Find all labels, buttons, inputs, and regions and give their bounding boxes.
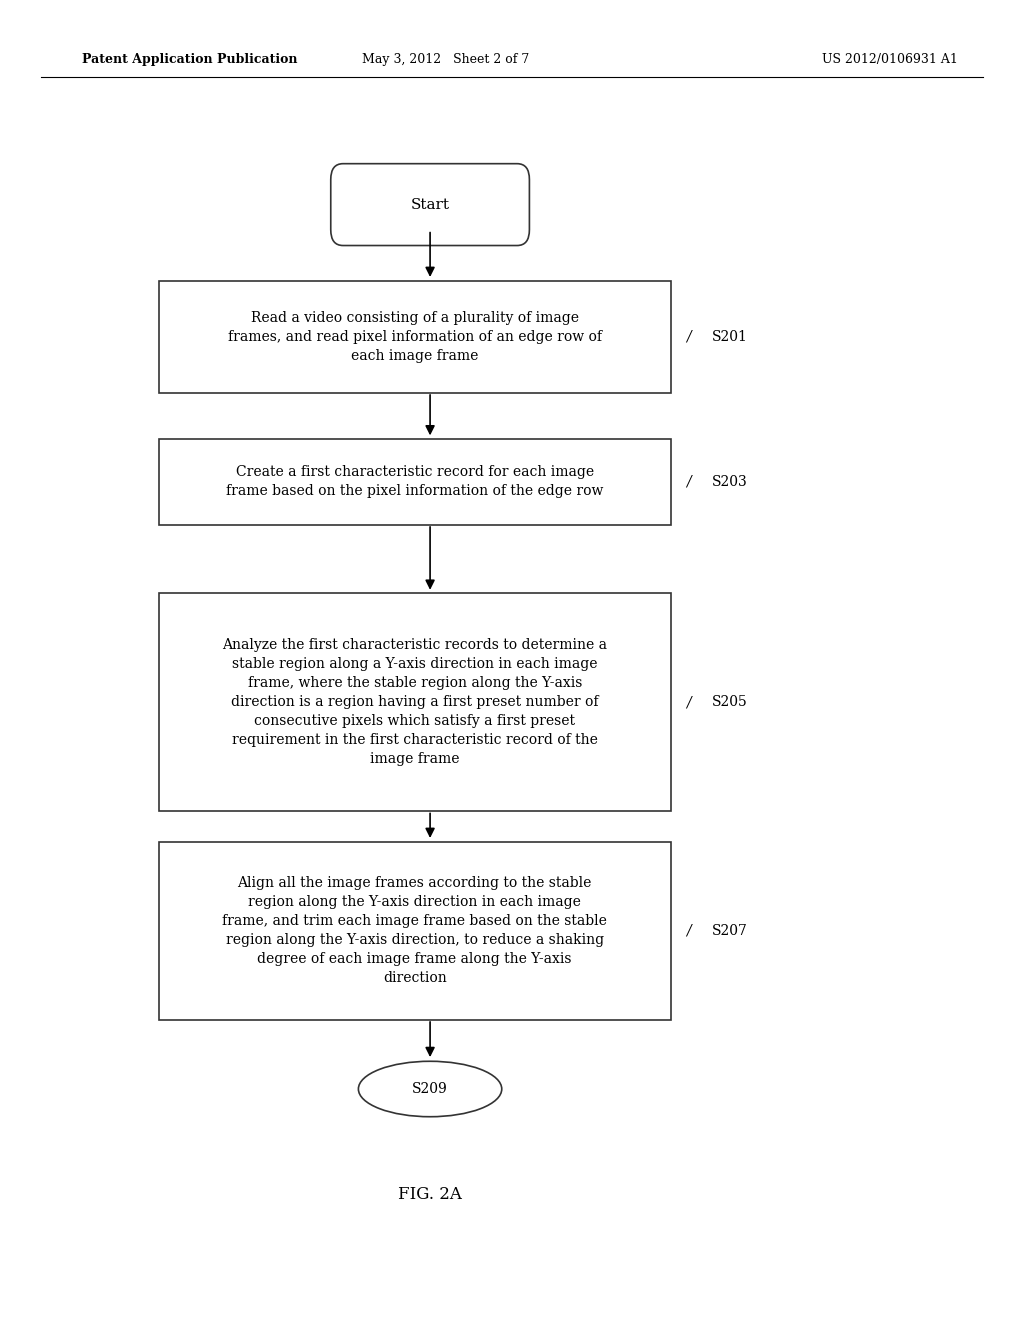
FancyBboxPatch shape bbox=[159, 281, 671, 393]
FancyBboxPatch shape bbox=[159, 438, 671, 524]
Text: /: / bbox=[686, 696, 691, 709]
Text: May 3, 2012   Sheet 2 of 7: May 3, 2012 Sheet 2 of 7 bbox=[361, 53, 529, 66]
FancyBboxPatch shape bbox=[159, 594, 671, 810]
Text: Align all the image frames according to the stable
region along the Y-axis direc: Align all the image frames according to … bbox=[222, 876, 607, 985]
Text: S203: S203 bbox=[712, 475, 748, 488]
Text: S207: S207 bbox=[712, 924, 748, 937]
FancyBboxPatch shape bbox=[331, 164, 529, 246]
Text: S209: S209 bbox=[413, 1082, 447, 1096]
Text: /: / bbox=[686, 924, 691, 937]
FancyBboxPatch shape bbox=[159, 842, 671, 1020]
Text: FIG. 2A: FIG. 2A bbox=[398, 1187, 462, 1203]
Text: S201: S201 bbox=[712, 330, 748, 343]
Text: /: / bbox=[686, 330, 691, 343]
Text: /: / bbox=[686, 475, 691, 488]
Text: US 2012/0106931 A1: US 2012/0106931 A1 bbox=[821, 53, 957, 66]
Text: Create a first characteristic record for each image
frame based on the pixel inf: Create a first characteristic record for… bbox=[226, 466, 603, 498]
Text: Analyze the first characteristic records to determine a
stable region along a Y-: Analyze the first characteristic records… bbox=[222, 639, 607, 766]
Text: S205: S205 bbox=[712, 696, 748, 709]
Text: Start: Start bbox=[411, 198, 450, 211]
Text: Read a video consisting of a plurality of image
frames, and read pixel informati: Read a video consisting of a plurality o… bbox=[227, 310, 602, 363]
Ellipse shape bbox=[358, 1061, 502, 1117]
Text: Patent Application Publication: Patent Application Publication bbox=[82, 53, 297, 66]
